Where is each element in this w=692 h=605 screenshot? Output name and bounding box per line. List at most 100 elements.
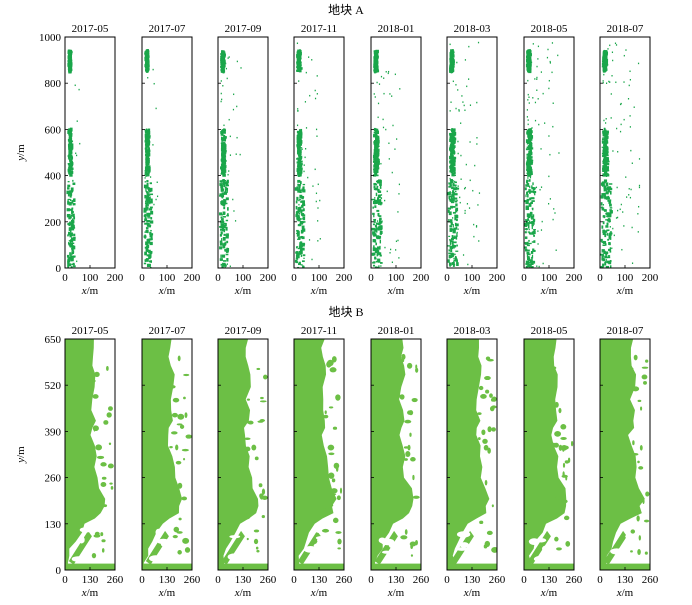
data-point-258 (527, 133, 529, 136)
data-point-127 (146, 55, 149, 58)
data-point-401 (144, 259, 146, 262)
data-point-401 (301, 148, 303, 151)
data-point-407 (458, 110, 460, 112)
data-point-467 (453, 257, 455, 260)
data-point-334 (72, 179, 74, 182)
coverage-area (524, 339, 567, 570)
island-13 (551, 366, 557, 370)
data-point-318 (454, 216, 457, 221)
island-7 (246, 398, 251, 401)
data-point-271 (146, 139, 150, 142)
data-point-432 (466, 203, 469, 205)
data-point-331 (604, 261, 607, 266)
data-point-432 (615, 44, 618, 46)
data-point-477 (633, 106, 635, 108)
island-0 (487, 426, 492, 433)
data-point-317 (147, 217, 151, 219)
data-point-128 (68, 55, 71, 60)
data-point-354 (375, 188, 379, 191)
data-point-409 (79, 142, 81, 145)
data-point-376 (603, 185, 607, 189)
gap-4 (313, 543, 325, 548)
data-point-338 (452, 224, 454, 228)
data-point-247 (223, 148, 226, 151)
data-point-309 (373, 220, 376, 223)
island-15 (489, 393, 493, 398)
data-point-380 (454, 214, 458, 217)
data-point-398 (69, 252, 71, 256)
data-point-419 (147, 231, 149, 234)
data-point-386 (375, 247, 379, 251)
data-point-253 (604, 143, 607, 146)
data-point-367 (374, 205, 377, 208)
panel-title: 2017-07 (149, 325, 186, 337)
data-point-368 (300, 245, 303, 248)
data-point-450 (373, 93, 375, 95)
data-point-436 (477, 204, 479, 206)
data-point-327 (150, 210, 154, 215)
x-axis-label: x/m (158, 587, 176, 599)
data-point-484 (607, 167, 609, 170)
island-25 (645, 491, 650, 497)
data-point-201 (604, 142, 608, 145)
data-point-139 (146, 58, 148, 61)
data-point-301 (144, 251, 147, 256)
data-point-329 (529, 202, 532, 206)
plot-area (524, 339, 574, 570)
data-point-453 (449, 70, 451, 72)
data-point-368 (67, 223, 71, 226)
island-18 (406, 362, 413, 369)
data-point-139 (221, 66, 225, 69)
data-point-233 (376, 161, 380, 163)
plot-area (218, 339, 268, 570)
data-point-386 (221, 193, 225, 198)
data-point-227 (67, 156, 71, 159)
x-axis-label: x/m (387, 587, 405, 599)
plot-area (371, 49, 401, 268)
data-point-388 (71, 242, 75, 245)
data-point-277 (605, 157, 609, 160)
data-point-352 (222, 181, 226, 185)
data-point-365 (454, 200, 458, 203)
data-point-227 (602, 133, 607, 137)
data-point-435 (469, 104, 472, 106)
data-point-355 (221, 265, 224, 268)
data-point-438 (535, 186, 538, 189)
x-axis-label: x/m (310, 285, 328, 297)
data-point-438 (628, 194, 630, 196)
data-point-424 (458, 109, 460, 111)
data-point-381 (605, 243, 607, 246)
data-point-290 (609, 265, 612, 268)
data-point-448 (305, 147, 307, 150)
data-point-290 (69, 234, 72, 238)
data-point-450 (455, 107, 457, 110)
data-point-403 (222, 85, 224, 87)
data-point-215 (606, 158, 610, 162)
data-point-392 (372, 201, 375, 205)
data-point-346 (532, 214, 535, 218)
data-point-284 (530, 261, 534, 266)
island-0 (177, 550, 182, 555)
data-point-360 (602, 229, 605, 234)
data-point-303 (455, 203, 458, 207)
data-point-348 (300, 189, 302, 194)
data-point-358 (531, 266, 534, 268)
data-point-349 (146, 196, 149, 200)
data-point-350 (525, 200, 529, 205)
data-point-328 (524, 246, 527, 249)
data-point-286 (606, 186, 610, 189)
data-point-361 (375, 260, 378, 263)
island-24 (401, 353, 406, 360)
data-point-469 (622, 211, 624, 213)
panel-title: 2018-07 (607, 23, 644, 35)
data-point-396 (526, 223, 528, 226)
data-point-192 (221, 162, 225, 166)
data-point-355 (379, 221, 382, 225)
data-point-471 (552, 102, 554, 104)
data-point-252 (529, 135, 534, 139)
data-point-184 (69, 174, 73, 177)
data-point-267 (376, 148, 379, 152)
data-point-128 (452, 67, 454, 70)
